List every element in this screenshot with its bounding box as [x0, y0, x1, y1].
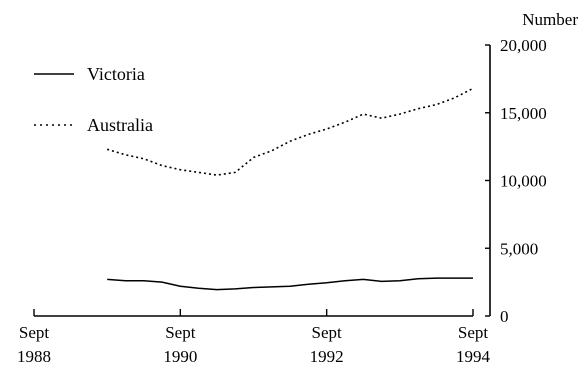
- legend-label-australia: Australia: [87, 115, 153, 135]
- series-lines: [106, 87, 474, 291]
- x-tick-label-month: Sept: [165, 323, 196, 342]
- series-line-victoria: [107, 277, 473, 291]
- y-tick-label: 0: [500, 307, 509, 326]
- x-tick-label-month: Sept: [19, 323, 50, 342]
- x-tick-label-year: 1994: [456, 347, 491, 366]
- x-tick-label-month: Sept: [312, 323, 343, 342]
- y-tick-label: 15,000: [500, 104, 547, 123]
- series-line-australia: [106, 87, 474, 176]
- y-tick-label: 20,000: [500, 36, 547, 55]
- legend-label-victoria: Victoria: [87, 64, 145, 84]
- legend: Victoria Australia: [34, 64, 153, 135]
- x-tick-label-year: 1990: [163, 347, 197, 366]
- y-tick-label: 5,000: [500, 239, 538, 258]
- x-ticks: Sept 1988 Sept 1990 Sept 1992 Sept 1994: [17, 309, 491, 366]
- x-tick-label-month: Sept: [458, 323, 489, 342]
- y-ticks: 0 5,000 10,000 15,000 20,000: [485, 36, 547, 326]
- y-axis-title: Number: [522, 10, 578, 29]
- y-tick-label: 10,000: [500, 172, 547, 191]
- x-tick-label-year: 1992: [310, 347, 344, 366]
- x-tick-label-year: 1988: [17, 347, 51, 366]
